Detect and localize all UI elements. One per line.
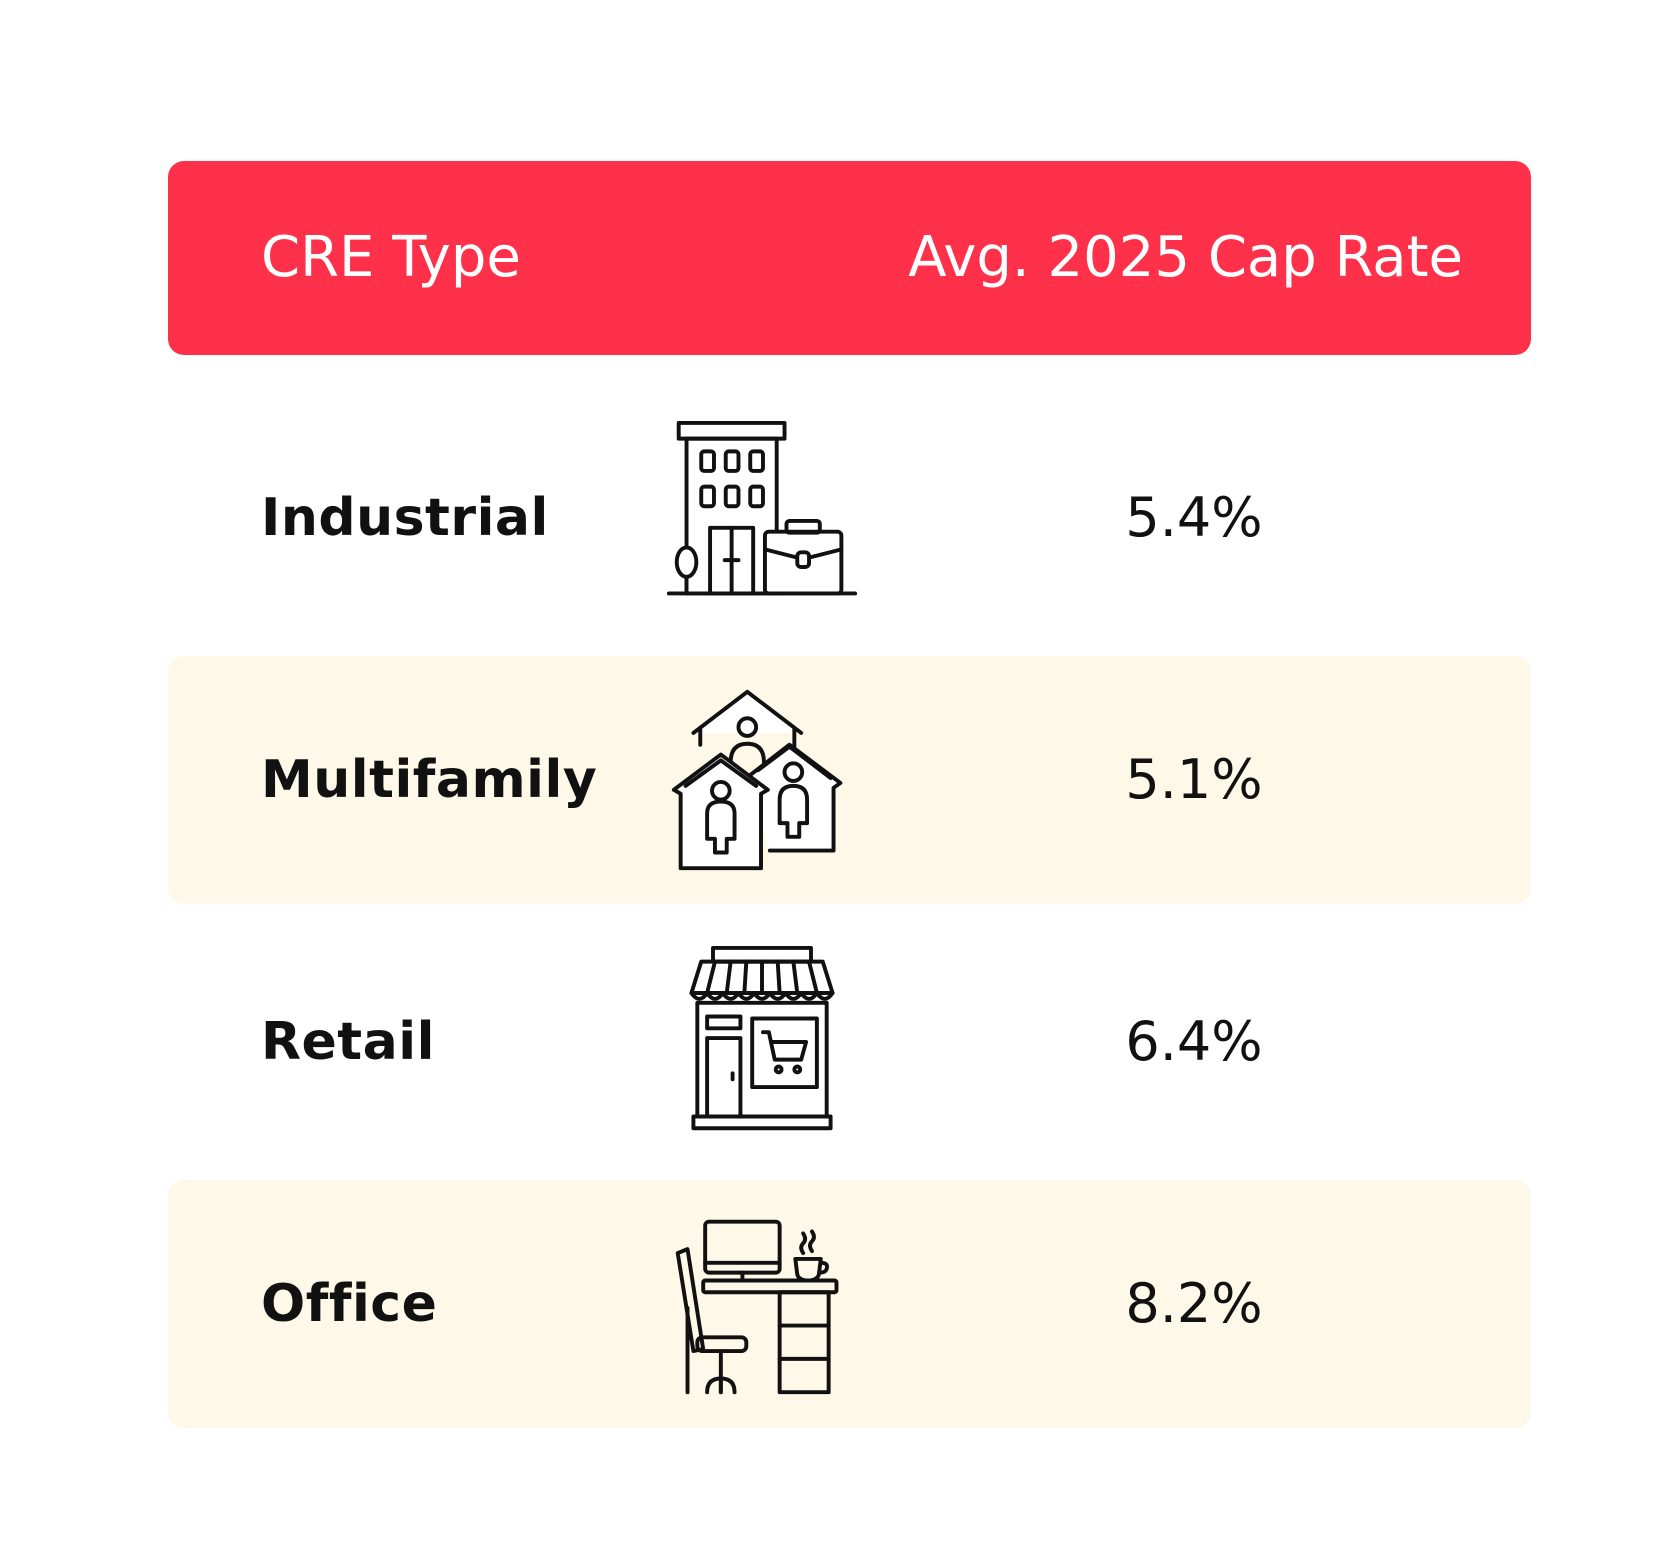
row-cap-rate: 5.4% [1125, 486, 1263, 549]
houses-people-icon [664, 682, 860, 878]
row-cap-rate: 8.2% [1125, 1272, 1263, 1335]
cap-rate-table: CRE Type Avg. 2025 Cap Rate Industrial [168, 161, 1531, 1442]
header-cap-rate: Avg. 2025 Cap Rate [908, 225, 1463, 290]
desk-computer-chair-icon [664, 1206, 860, 1402]
row-label: Multifamily [261, 750, 598, 810]
row-cap-rate: 6.4% [1125, 1010, 1263, 1073]
table-row-industrial: Industrial [168, 394, 1531, 642]
table-row-retail: Retail 6.4% [168, 918, 1531, 1166]
row-label: Retail [261, 1012, 435, 1072]
table-header: CRE Type Avg. 2025 Cap Rate [168, 161, 1531, 355]
header-cre-type: CRE Type [261, 225, 521, 290]
row-cap-rate: 5.1% [1125, 748, 1263, 811]
table-body: Industrial [168, 394, 1531, 1428]
table-row-office: Office [168, 1180, 1531, 1428]
storefront-cart-icon [664, 944, 860, 1140]
table-row-multifamily: Multifamily [168, 656, 1531, 904]
row-label: Office [261, 1274, 438, 1334]
row-label: Industrial [261, 488, 549, 548]
office-building-briefcase-icon [664, 420, 860, 616]
